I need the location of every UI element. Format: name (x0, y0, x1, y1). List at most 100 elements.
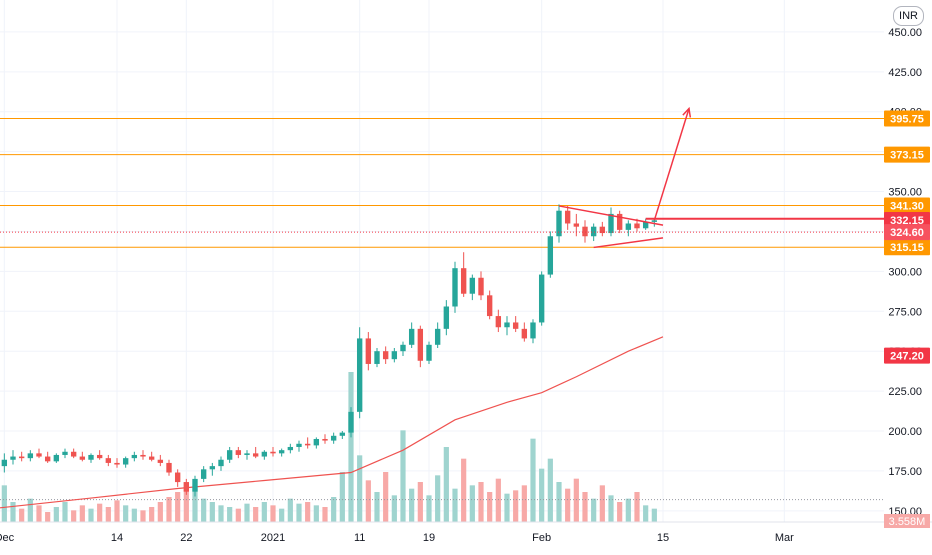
volume-bar (461, 458, 467, 522)
volume-bar (19, 508, 25, 522)
candle-body (651, 220, 658, 222)
volume-label-text: 3.558M (889, 516, 926, 528)
candle-body (530, 322, 536, 339)
candle-body (166, 462, 172, 473)
candle-body (226, 450, 233, 460)
candle-body (564, 210, 571, 224)
candle-body (44, 456, 51, 462)
candle-body (174, 472, 181, 483)
candle-body (53, 454, 60, 462)
volume-bar (166, 497, 172, 522)
volume-bar (71, 510, 77, 522)
volume-bar (469, 485, 475, 522)
price-axis-tick-label: 450.00 (888, 27, 922, 39)
candlesticks (1, 204, 658, 497)
level-badge (884, 110, 930, 127)
price-badge-text: 332.15 (890, 215, 924, 227)
level-badge (884, 239, 930, 256)
volume-bar (261, 502, 267, 522)
price-axis-tick-label: 425.00 (888, 67, 922, 79)
candle-body (547, 236, 554, 275)
volume-bar (79, 505, 85, 522)
volume-bar (140, 510, 146, 522)
candle-body (270, 451, 276, 454)
volume-bar (192, 488, 198, 522)
price-badge (884, 347, 930, 364)
candle-body (625, 223, 632, 230)
candle-body (1, 459, 8, 467)
volume-bar (227, 507, 233, 522)
price-axis-tick-label: 225.00 (888, 386, 922, 398)
level-badge-text: 373.15 (890, 150, 924, 162)
candle-body (590, 226, 597, 237)
volume-bar (331, 497, 337, 522)
volume-bar (452, 488, 458, 522)
volume-bar (521, 485, 527, 522)
volume-bar (513, 490, 519, 522)
volume-bar (573, 478, 579, 522)
candle-body (244, 453, 250, 455)
triangle-lower-line (593, 237, 664, 249)
volume-bar (539, 468, 545, 522)
volume-bar (218, 505, 224, 522)
candle-body (365, 338, 372, 364)
candle-body (573, 223, 580, 227)
candle-body (556, 210, 562, 237)
time-axis: Dec 14 22 2021 11 19 Feb 15 Mar (0, 521, 932, 550)
candle-body (512, 322, 519, 329)
candle-body (382, 351, 389, 360)
candle-body (426, 344, 432, 361)
candle-body (192, 478, 198, 492)
volume-bar (123, 505, 129, 522)
candle-body (131, 454, 138, 459)
volume-bar (391, 495, 397, 522)
volume-bar (175, 492, 181, 522)
time-axis-label: 22 (180, 532, 192, 544)
candle-body (183, 482, 190, 492)
candle-body (157, 459, 164, 463)
volume-bar (1, 485, 7, 522)
volume-bar (357, 455, 363, 522)
volume-bar (62, 502, 68, 522)
volume-bar (643, 505, 649, 522)
candle-body (70, 451, 77, 457)
volume-bar (582, 492, 588, 522)
candle-body (79, 456, 86, 460)
candle-body (374, 351, 380, 364)
currency-badge[interactable]: INR (893, 6, 924, 26)
candle-body (642, 221, 649, 229)
volume-bar (270, 505, 276, 522)
moving-average (0, 336, 664, 509)
volume-bar (374, 492, 380, 522)
volume-bar (36, 505, 42, 522)
candle-body (521, 328, 528, 339)
volume-bar (443, 447, 449, 522)
volume-bar (365, 480, 371, 522)
candle-body (140, 454, 146, 457)
volume-bar (279, 508, 285, 522)
candle-body (608, 213, 614, 234)
candle-body (478, 277, 484, 296)
drawings (0, 106, 884, 249)
volume-bar (383, 472, 389, 522)
volume-bar (97, 503, 103, 522)
candle-body (330, 435, 337, 441)
volume-bars (0, 372, 884, 522)
price-badge-text: 324.60 (890, 227, 924, 239)
time-axis-background (0, 523, 932, 550)
volume-bar (495, 478, 501, 522)
price-badge (884, 212, 930, 229)
level-badge-text: 341.30 (890, 200, 924, 212)
level-badge-text: 315.15 (890, 242, 924, 254)
triangle-upper-line (558, 205, 664, 226)
candle-body (417, 328, 424, 361)
volume-bar (45, 512, 51, 522)
candle-body (348, 411, 354, 433)
volume-bar (426, 495, 432, 522)
price-axis-tick-label: 275.00 (888, 306, 922, 318)
volume-bar (10, 502, 16, 522)
volume-bar (617, 502, 623, 522)
candle-body (10, 456, 16, 460)
